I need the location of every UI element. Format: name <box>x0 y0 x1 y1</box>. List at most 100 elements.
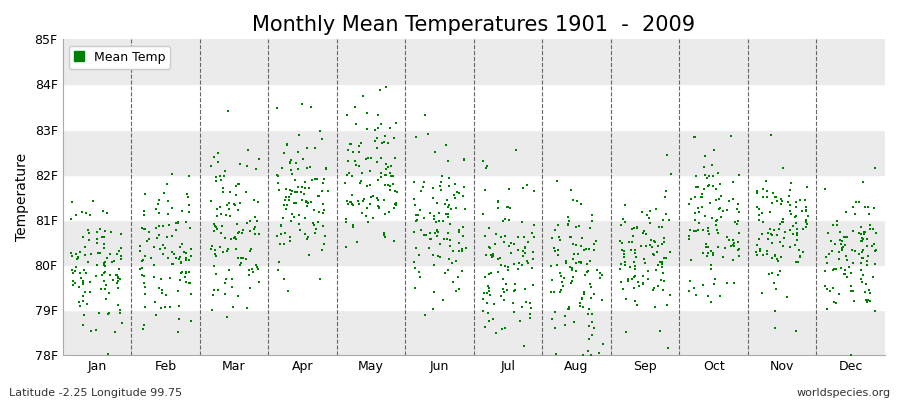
Point <box>358 212 373 219</box>
Point <box>184 318 198 324</box>
Point <box>653 276 668 283</box>
Point <box>724 132 738 139</box>
Point <box>648 304 662 310</box>
Point <box>167 251 182 258</box>
Point <box>212 150 226 157</box>
Point <box>519 299 534 305</box>
Point <box>378 211 392 218</box>
Point <box>829 300 843 306</box>
Point <box>651 262 665 268</box>
Point <box>621 278 635 284</box>
Point <box>699 252 714 259</box>
Point <box>563 280 578 286</box>
Point <box>437 270 452 276</box>
Point <box>579 246 593 252</box>
Point <box>713 181 727 188</box>
Point <box>583 224 598 231</box>
Point <box>283 238 297 244</box>
Point <box>482 317 496 324</box>
Point <box>280 202 294 208</box>
Point <box>426 306 440 312</box>
Point <box>663 171 678 177</box>
Point <box>424 236 438 242</box>
Title: Monthly Mean Temperatures 1901  -  2009: Monthly Mean Temperatures 1901 - 2009 <box>252 15 696 35</box>
Point <box>827 299 842 306</box>
Point <box>270 172 284 178</box>
Point <box>83 279 97 286</box>
Point <box>310 192 325 199</box>
Point <box>311 209 326 216</box>
Point <box>636 280 651 286</box>
Point <box>627 273 642 280</box>
Point <box>854 267 868 273</box>
Point <box>691 205 706 212</box>
Point <box>166 261 180 267</box>
Point <box>111 272 125 278</box>
Point <box>562 233 577 240</box>
Point <box>700 174 715 181</box>
Point <box>113 276 128 282</box>
Point <box>377 139 392 146</box>
Point <box>350 239 365 245</box>
Point <box>755 210 770 216</box>
Point <box>343 199 357 205</box>
Point <box>720 234 734 240</box>
Point <box>793 253 807 260</box>
Point <box>704 266 718 272</box>
Point <box>780 198 795 205</box>
Point <box>558 313 572 319</box>
Point <box>95 208 110 215</box>
Point <box>635 230 650 236</box>
Point <box>184 253 198 259</box>
Point <box>279 186 293 192</box>
Point <box>364 182 378 188</box>
Point <box>65 199 79 206</box>
Point <box>496 218 510 224</box>
Point <box>438 211 453 218</box>
Point <box>697 282 711 288</box>
Point <box>716 254 730 260</box>
Point <box>653 258 668 265</box>
Point <box>182 280 196 286</box>
Point <box>179 250 194 256</box>
Point <box>511 266 526 272</box>
Point <box>489 330 503 336</box>
Point <box>83 212 97 218</box>
Point <box>688 216 702 223</box>
Point <box>183 279 197 286</box>
Point <box>388 188 402 194</box>
Point <box>799 208 814 214</box>
Point <box>430 229 445 235</box>
Point <box>300 145 314 152</box>
Point <box>838 266 852 273</box>
Point <box>763 226 778 232</box>
Point <box>752 206 766 212</box>
Point <box>84 328 98 334</box>
Point <box>365 192 380 199</box>
Point <box>481 162 495 169</box>
Point <box>577 289 591 296</box>
Point <box>798 197 813 203</box>
Point <box>275 215 290 221</box>
Point <box>208 247 222 253</box>
Point <box>158 303 172 310</box>
Point <box>288 176 302 183</box>
Point <box>179 219 194 225</box>
Point <box>688 134 702 140</box>
Point <box>341 158 356 164</box>
Point <box>507 288 521 294</box>
Point <box>706 173 720 180</box>
Point <box>229 192 243 198</box>
Point <box>225 276 239 282</box>
Point <box>302 252 316 258</box>
Point <box>629 224 643 230</box>
Point <box>481 283 495 289</box>
Point <box>448 258 463 264</box>
Point <box>344 199 358 206</box>
Point <box>409 218 423 224</box>
Point <box>214 177 229 183</box>
Point <box>569 241 583 248</box>
Point <box>501 264 516 270</box>
Point <box>212 204 227 210</box>
Point <box>857 228 871 235</box>
